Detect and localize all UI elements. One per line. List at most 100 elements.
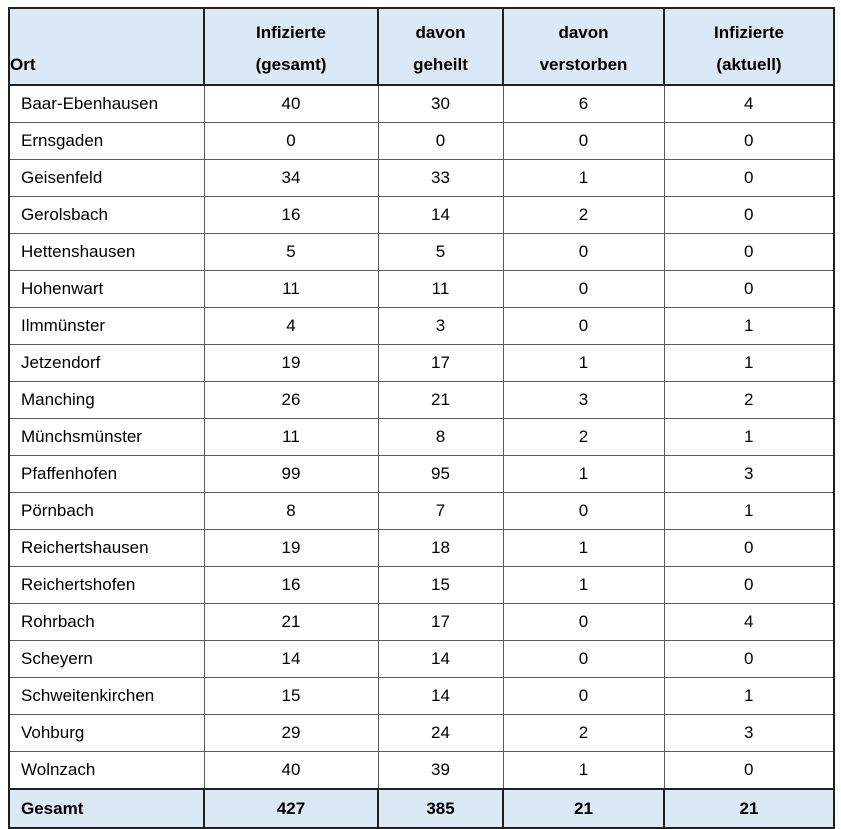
table-row: Gerolsbach 16 14 2 0 [8, 196, 835, 234]
table-row: Jetzendorf 19 17 1 1 [8, 344, 835, 382]
value-cell: 0 [663, 640, 835, 678]
value-cell: 0 [502, 270, 665, 308]
value-cell: 21 [377, 381, 504, 419]
header-line: davon [415, 23, 466, 42]
value-cell: 3 [663, 455, 835, 493]
ort-cell: Münchsmünster [8, 418, 205, 456]
value-cell: 3 [502, 381, 665, 419]
value-cell: 17 [377, 603, 504, 641]
value-cell: 3 [663, 714, 835, 752]
value-cell: 0 [203, 122, 379, 160]
page: Ort Infizierte (gesamt) davon geheilt da [8, 7, 835, 829]
value-cell: 14 [203, 640, 379, 678]
ort-cell: Manching [8, 381, 205, 419]
value-cell: 34 [203, 159, 379, 197]
ort-cell: Pfaffenhofen [8, 455, 205, 493]
total-row: Gesamt 427 385 21 21 [8, 788, 835, 829]
value-cell: 14 [377, 677, 504, 715]
ort-cell: Reichertshausen [8, 529, 205, 567]
column-header-infizierte-aktuell: Infizierte (aktuell) [663, 7, 835, 86]
value-cell: 24 [377, 714, 504, 752]
value-cell: 0 [663, 751, 835, 790]
ort-cell: Hettenshausen [8, 233, 205, 271]
value-cell: 0 [502, 122, 665, 160]
table-body: Baar-Ebenhausen 40 30 6 4 Ernsgaden 0 0 0 0 Geisen… [8, 84, 835, 790]
value-cell: 21 [203, 603, 379, 641]
value-cell: 3 [377, 307, 504, 345]
total-value-cell: 385 [377, 788, 504, 829]
ort-cell: Reichertshofen [8, 566, 205, 604]
value-cell: 0 [663, 270, 835, 308]
total-label-cell: Gesamt [8, 788, 205, 829]
value-cell: 1 [663, 344, 835, 382]
value-cell: 2 [502, 714, 665, 752]
covid-statistics-table: Ort Infizierte (gesamt) davon geheilt da [8, 7, 835, 829]
value-cell: 1 [663, 418, 835, 456]
value-cell: 0 [377, 122, 504, 160]
value-cell: 1 [502, 455, 665, 493]
value-cell: 14 [377, 640, 504, 678]
table-row: Ernsgaden 0 0 0 0 [8, 122, 835, 160]
value-cell: 8 [377, 418, 504, 456]
table-row: Hohenwart 11 11 0 0 [8, 270, 835, 308]
table-row: Scheyern 14 14 0 0 [8, 640, 835, 678]
ort-cell: Pörnbach [8, 492, 205, 530]
ort-cell: Schweitenkirchen [8, 677, 205, 715]
value-cell: 18 [377, 529, 504, 567]
table-row: Reichertshofen 16 15 1 0 [8, 566, 835, 604]
value-cell: 7 [377, 492, 504, 530]
value-cell: 0 [663, 159, 835, 197]
ort-cell: Hohenwart [8, 270, 205, 308]
value-cell: 16 [203, 196, 379, 234]
value-cell: 17 [377, 344, 504, 382]
header-line: davon [558, 23, 609, 42]
column-header-davon-verstorben: davon verstorben [502, 7, 665, 86]
total-value-cell: 427 [203, 788, 379, 829]
header-line: geheilt [413, 55, 468, 74]
table-row: Pörnbach 8 7 0 1 [8, 492, 835, 530]
ort-cell: Gerolsbach [8, 196, 205, 234]
table-row: Ilmmünster 4 3 0 1 [8, 307, 835, 345]
ort-cell: Ilmmünster [8, 307, 205, 345]
value-cell: 0 [502, 640, 665, 678]
ort-cell: Ernsgaden [8, 122, 205, 160]
value-cell: 0 [663, 566, 835, 604]
value-cell: 0 [502, 233, 665, 271]
ort-cell: Baar-Ebenhausen [8, 84, 205, 123]
value-cell: 1 [502, 529, 665, 567]
table-row: Geisenfeld 34 33 1 0 [8, 159, 835, 197]
value-cell: 1 [663, 492, 835, 530]
header-line: Infizierte [256, 23, 326, 42]
value-cell: 33 [377, 159, 504, 197]
value-cell: 0 [502, 307, 665, 345]
header-line: verstorben [539, 55, 628, 74]
value-cell: 11 [203, 418, 379, 456]
table-row: Manching 26 21 3 2 [8, 381, 835, 419]
value-cell: 0 [663, 196, 835, 234]
value-cell: 11 [377, 270, 504, 308]
value-cell: 0 [502, 603, 665, 641]
value-cell: 2 [663, 381, 835, 419]
total-value-cell: 21 [502, 788, 665, 829]
table-row: Baar-Ebenhausen 40 30 6 4 [8, 84, 835, 123]
value-cell: 99 [203, 455, 379, 493]
value-cell: 8 [203, 492, 379, 530]
value-cell: 30 [377, 84, 504, 123]
table-row: Pfaffenhofen 99 95 1 3 [8, 455, 835, 493]
value-cell: 19 [203, 344, 379, 382]
ort-cell: Rohrbach [8, 603, 205, 641]
table-row: Schweitenkirchen 15 14 0 1 [8, 677, 835, 715]
value-cell: 1 [663, 677, 835, 715]
value-cell: 2 [502, 196, 665, 234]
value-cell: 15 [377, 566, 504, 604]
column-header-davon-geheilt: davon geheilt [377, 7, 504, 86]
table-row: Münchsmünster 11 8 2 1 [8, 418, 835, 456]
value-cell: 0 [663, 233, 835, 271]
table-row: Reichertshausen 19 18 1 0 [8, 529, 835, 567]
ort-cell: Wolnzach [8, 751, 205, 790]
value-cell: 40 [203, 84, 379, 123]
ort-cell: Geisenfeld [8, 159, 205, 197]
value-cell: 5 [377, 233, 504, 271]
header-line: (gesamt) [255, 55, 327, 74]
value-cell: 26 [203, 381, 379, 419]
